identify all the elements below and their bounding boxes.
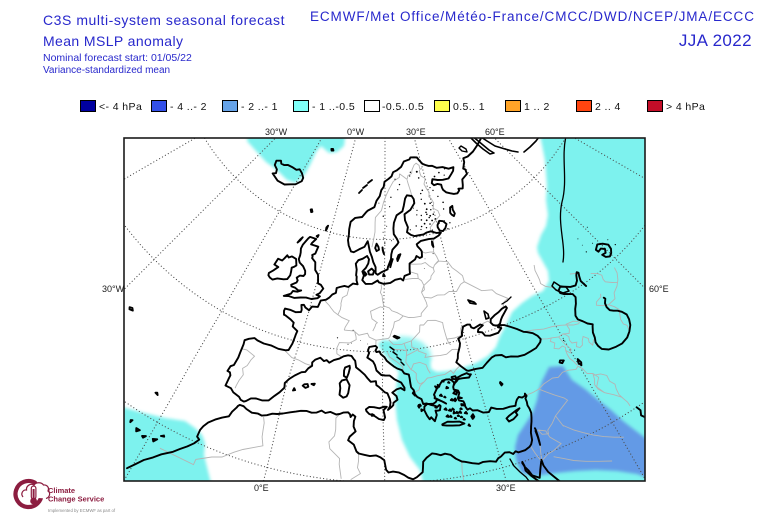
- svg-text:Implemented by ECMWF as part o: Implemented by ECMWF as part of: [48, 508, 116, 513]
- svg-text:Change Service: Change Service: [48, 495, 104, 504]
- svg-text:Climate: Climate: [48, 486, 75, 495]
